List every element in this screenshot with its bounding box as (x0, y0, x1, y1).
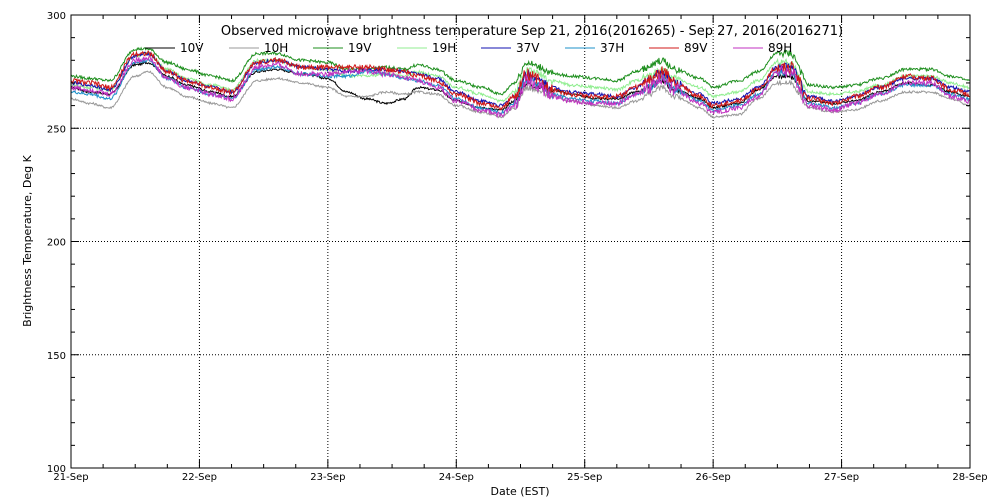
x-tick-label: 21-Sep (53, 472, 88, 483)
y-tick-label: 150 (47, 351, 66, 362)
y-tick-label: 200 (47, 238, 66, 249)
y-tick-label: 250 (47, 124, 66, 135)
series-line-89v (70, 50, 970, 111)
series-line-89h (70, 55, 970, 119)
x-axis-label: Date (EST) (490, 485, 549, 498)
x-tick-label: 26-Sep (696, 472, 731, 483)
x-tick-label: 25-Sep (567, 472, 602, 483)
legend-label-37h: 37H (600, 41, 624, 55)
legend-label-89v: 89V (684, 41, 708, 55)
legend: 10V 10H 19V 19H 37V 37H 89V 89H (145, 41, 792, 55)
legend-label-89h: 89H (768, 41, 792, 55)
legend-label-19h: 19H (432, 41, 456, 55)
x-tick-label: 28-Sep (952, 472, 987, 483)
series-lines (70, 46, 970, 119)
legend-label-37v: 37V (516, 41, 540, 55)
y-tick-label: 300 (47, 11, 66, 22)
x-tick-label: 27-Sep (824, 472, 859, 483)
x-tick-label: 24-Sep (439, 472, 474, 483)
legend-label-10h: 10H (264, 41, 288, 55)
y-tick-label: 100 (47, 464, 66, 475)
legend-label-19v: 19V (348, 41, 372, 55)
y-axis-label: Brightness Temperature, Deg K (21, 154, 34, 326)
axis-ticks: 21-Sep 22-Sep 23-Sep 24-Sep 25-Sep 26-Sep 27-S… (47, 11, 988, 483)
legend-label-10v: 10V (180, 41, 204, 55)
x-tick-label: 22-Sep (182, 472, 217, 483)
series-line-19v (70, 46, 970, 96)
chart-title: Observed microwave brightness temperatur… (221, 24, 843, 39)
x-tick-label: 23-Sep (310, 472, 345, 483)
